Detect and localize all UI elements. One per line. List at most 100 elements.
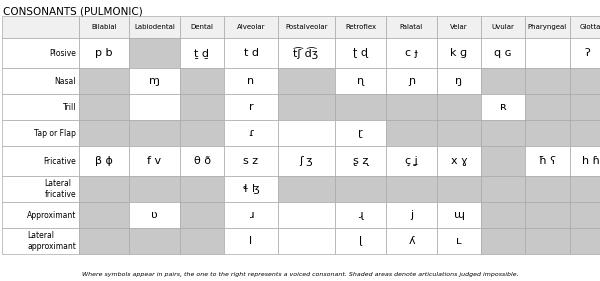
Bar bbox=[481, 228, 525, 254]
Text: c ɟ: c ɟ bbox=[405, 48, 418, 58]
Bar bbox=[481, 146, 525, 176]
Bar bbox=[180, 68, 224, 94]
Bar bbox=[386, 202, 437, 228]
Text: f v: f v bbox=[148, 156, 161, 166]
Text: t d: t d bbox=[244, 48, 259, 58]
Bar bbox=[129, 202, 180, 228]
Text: t͡ʃ d͡ʒ: t͡ʃ d͡ʒ bbox=[294, 47, 319, 59]
Bar bbox=[570, 228, 600, 254]
Bar bbox=[570, 176, 600, 202]
Text: ʈ ɖ: ʈ ɖ bbox=[353, 48, 368, 58]
Text: ʃ ʒ: ʃ ʒ bbox=[299, 156, 313, 166]
Text: ç ʝ: ç ʝ bbox=[405, 156, 418, 166]
Text: n: n bbox=[247, 76, 254, 86]
Text: ʎ: ʎ bbox=[408, 236, 415, 246]
Bar bbox=[224, 120, 278, 146]
Text: Postalveolar: Postalveolar bbox=[285, 24, 328, 30]
Bar bbox=[79, 228, 129, 254]
Bar bbox=[180, 16, 224, 38]
Text: ʂ ʐ: ʂ ʐ bbox=[353, 156, 368, 166]
Text: ɾ: ɾ bbox=[248, 128, 254, 138]
Bar bbox=[129, 176, 180, 202]
Bar bbox=[335, 94, 386, 120]
Bar bbox=[224, 94, 278, 120]
Text: θ ð: θ ð bbox=[193, 156, 211, 166]
Text: Approximant: Approximant bbox=[26, 210, 76, 219]
Bar bbox=[278, 38, 335, 68]
Bar bbox=[224, 176, 278, 202]
Bar bbox=[335, 176, 386, 202]
Bar bbox=[278, 16, 335, 38]
Bar bbox=[335, 146, 386, 176]
Bar bbox=[386, 38, 437, 68]
Bar bbox=[278, 202, 335, 228]
Text: ɭ: ɭ bbox=[359, 236, 362, 246]
Bar bbox=[570, 94, 600, 120]
Bar bbox=[525, 94, 570, 120]
Text: ɱ: ɱ bbox=[149, 76, 160, 86]
Bar bbox=[79, 94, 129, 120]
Bar bbox=[2, 68, 79, 94]
Text: Plosive: Plosive bbox=[49, 49, 76, 58]
Text: l: l bbox=[250, 236, 253, 246]
Text: Tap or Flap: Tap or Flap bbox=[34, 128, 76, 137]
Text: Velar: Velar bbox=[450, 24, 468, 30]
Bar bbox=[481, 120, 525, 146]
Bar bbox=[437, 202, 481, 228]
Bar bbox=[386, 16, 437, 38]
Text: Labiodental: Labiodental bbox=[134, 24, 175, 30]
Bar bbox=[437, 38, 481, 68]
Bar bbox=[180, 228, 224, 254]
Text: k ɡ: k ɡ bbox=[451, 48, 467, 58]
Bar bbox=[79, 68, 129, 94]
Text: Lateral
approximant: Lateral approximant bbox=[27, 231, 76, 251]
Bar bbox=[180, 202, 224, 228]
Bar bbox=[525, 120, 570, 146]
Text: ɬ ɮ: ɬ ɮ bbox=[242, 184, 259, 194]
Text: β ɸ: β ɸ bbox=[95, 156, 113, 166]
Bar bbox=[2, 120, 79, 146]
Bar bbox=[79, 38, 129, 68]
Text: Retroflex: Retroflex bbox=[345, 24, 376, 30]
Bar bbox=[386, 228, 437, 254]
Text: Dental: Dental bbox=[191, 24, 214, 30]
Text: ṯ ḏ: ṯ ḏ bbox=[194, 48, 209, 58]
Bar bbox=[525, 202, 570, 228]
Bar bbox=[570, 68, 600, 94]
Text: ɹ: ɹ bbox=[248, 210, 253, 220]
Bar bbox=[525, 68, 570, 94]
Text: x ɣ: x ɣ bbox=[451, 156, 467, 166]
Bar bbox=[2, 94, 79, 120]
Bar bbox=[335, 228, 386, 254]
Bar bbox=[2, 38, 79, 68]
Text: s z: s z bbox=[244, 156, 259, 166]
Text: r: r bbox=[248, 102, 253, 112]
Text: Bilabial: Bilabial bbox=[91, 24, 117, 30]
Bar bbox=[180, 120, 224, 146]
Bar bbox=[224, 16, 278, 38]
Bar bbox=[335, 38, 386, 68]
Bar bbox=[437, 16, 481, 38]
Bar bbox=[180, 176, 224, 202]
Bar bbox=[437, 120, 481, 146]
Bar bbox=[278, 120, 335, 146]
Bar bbox=[437, 228, 481, 254]
Text: Uvular: Uvular bbox=[491, 24, 514, 30]
Bar bbox=[481, 94, 525, 120]
Bar bbox=[278, 94, 335, 120]
Bar bbox=[129, 120, 180, 146]
Bar bbox=[525, 176, 570, 202]
Bar bbox=[481, 16, 525, 38]
Text: ŋ: ŋ bbox=[455, 76, 463, 86]
Bar bbox=[180, 38, 224, 68]
Text: ɽ: ɽ bbox=[358, 128, 363, 138]
Bar bbox=[224, 68, 278, 94]
Bar bbox=[129, 94, 180, 120]
Text: ɻ: ɻ bbox=[358, 210, 363, 220]
Bar bbox=[570, 120, 600, 146]
Bar bbox=[481, 176, 525, 202]
Bar bbox=[79, 202, 129, 228]
Text: Glottal: Glottal bbox=[580, 24, 600, 30]
Bar bbox=[79, 176, 129, 202]
Bar bbox=[386, 68, 437, 94]
